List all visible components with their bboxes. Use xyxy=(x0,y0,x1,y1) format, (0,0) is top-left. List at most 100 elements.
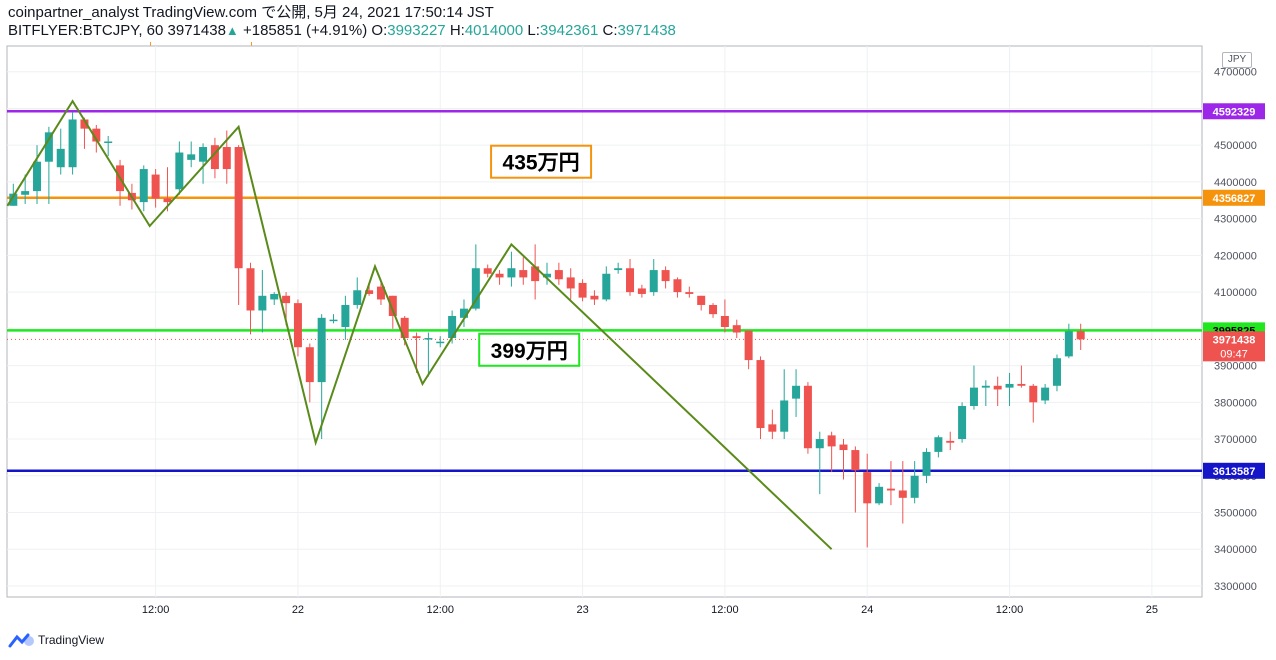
candle-body xyxy=(92,128,101,142)
candle-body xyxy=(436,341,445,344)
level-price-label: 4592329 xyxy=(1213,106,1256,118)
candle-body xyxy=(44,132,53,162)
candle-body xyxy=(590,295,599,300)
last-price-label: 3971438 xyxy=(1213,334,1256,346)
candle-body xyxy=(602,273,611,300)
candle-body xyxy=(187,154,196,160)
candle-body xyxy=(9,193,18,206)
candle-body xyxy=(56,148,65,168)
candle-body xyxy=(1029,385,1038,403)
high-value: 4014000 xyxy=(464,22,524,39)
candle-body xyxy=(792,385,801,399)
candle-body xyxy=(732,325,741,333)
candle-body xyxy=(898,490,907,498)
candle-body xyxy=(863,472,872,504)
y-tick-label: 3700000 xyxy=(1214,434,1257,446)
x-tick-label: 25 xyxy=(1146,604,1158,616)
candle-body xyxy=(910,475,919,498)
tradingview-footer: TradingView xyxy=(8,632,104,648)
candle-body xyxy=(68,119,77,168)
candle-body xyxy=(139,169,148,203)
y-tick-label: 3800000 xyxy=(1214,397,1257,409)
candle-body xyxy=(483,268,492,274)
candle-body xyxy=(614,268,623,271)
candle-body xyxy=(199,147,208,162)
candle-body xyxy=(1076,331,1085,340)
candle-body xyxy=(293,303,302,348)
candle-body xyxy=(495,273,504,278)
candle-body xyxy=(258,295,267,311)
candle-body xyxy=(934,437,943,452)
x-tick-label: 12:00 xyxy=(426,604,454,616)
candle-body xyxy=(578,282,587,298)
low-value: 3942361 xyxy=(539,22,599,39)
x-tick-label: 22 xyxy=(292,604,304,616)
candle-body xyxy=(175,152,184,190)
x-tick-label: 12:00 xyxy=(996,604,1024,616)
close-label: C: xyxy=(602,22,618,39)
candle-body xyxy=(353,290,362,305)
candle-body xyxy=(661,270,670,282)
level-price-tag xyxy=(1203,462,1265,479)
level-price-label: 3613587 xyxy=(1213,466,1256,478)
currency-badge[interactable]: JPY xyxy=(1222,52,1252,68)
up-arrow-icon: ▲ xyxy=(225,23,239,38)
candle-body xyxy=(412,336,421,339)
candle-body xyxy=(756,360,765,429)
candle-body xyxy=(270,293,279,300)
candle-body xyxy=(886,488,895,491)
candle-body xyxy=(424,338,433,340)
y-tick-label: 4700000 xyxy=(1214,67,1257,79)
open-value: 3993227 xyxy=(387,22,446,39)
last-price: 3971438 xyxy=(167,22,226,39)
open-label: O: xyxy=(371,22,388,39)
candle-body xyxy=(1005,383,1014,388)
candle-body xyxy=(80,119,89,129)
candle-body xyxy=(33,161,42,192)
candle-body xyxy=(768,424,777,432)
candle-body xyxy=(104,141,113,144)
y-tick-label: 4300000 xyxy=(1214,214,1257,226)
candle-body xyxy=(507,268,516,278)
annotation-box xyxy=(490,144,593,179)
candle-body xyxy=(246,268,255,311)
candle-body xyxy=(329,319,338,322)
price-change: +185851 (+4.91%) xyxy=(242,22,368,39)
candle-body xyxy=(222,147,231,170)
y-tick-label: 4100000 xyxy=(1214,287,1257,299)
annotation-label: 399万円 xyxy=(491,340,568,363)
x-tick-label: 12:00 xyxy=(142,604,170,616)
candle-body xyxy=(851,450,860,471)
candle-body xyxy=(1041,387,1050,401)
candle-body xyxy=(151,174,160,199)
y-tick-label: 3300000 xyxy=(1214,581,1257,593)
level-price-label: 4356827 xyxy=(1213,193,1256,205)
y-tick-label: 4200000 xyxy=(1214,250,1257,262)
candle-body xyxy=(554,270,563,280)
brand-name: TradingView xyxy=(38,633,105,647)
candle-body xyxy=(163,198,172,203)
symbol-label[interactable]: BITFLYER:BTCJPY, 60 xyxy=(8,22,164,39)
candle-body xyxy=(815,439,824,449)
y-tick-label: 3400000 xyxy=(1214,544,1257,556)
candle-body xyxy=(376,286,385,300)
candle-body xyxy=(969,387,978,406)
tradingview-logo-icon xyxy=(8,633,34,648)
candle-body xyxy=(685,292,694,294)
candle-body xyxy=(459,308,468,318)
candle-body xyxy=(839,444,848,451)
candle-body xyxy=(21,191,30,195)
candle-body xyxy=(448,315,457,339)
candle-body xyxy=(341,304,350,328)
x-tick-label: 12:00 xyxy=(711,604,739,616)
candle-body xyxy=(543,273,551,278)
candle-body xyxy=(388,295,397,316)
annotation-box xyxy=(478,332,581,367)
candle-body xyxy=(673,279,682,293)
publish-info: coinpartner_analyst TradingView.com で公開,… xyxy=(8,4,494,21)
level-price-tag xyxy=(1203,189,1265,206)
candle-body xyxy=(317,317,326,383)
countdown-label: 09:47 xyxy=(1220,348,1248,360)
candle-body xyxy=(566,277,575,289)
